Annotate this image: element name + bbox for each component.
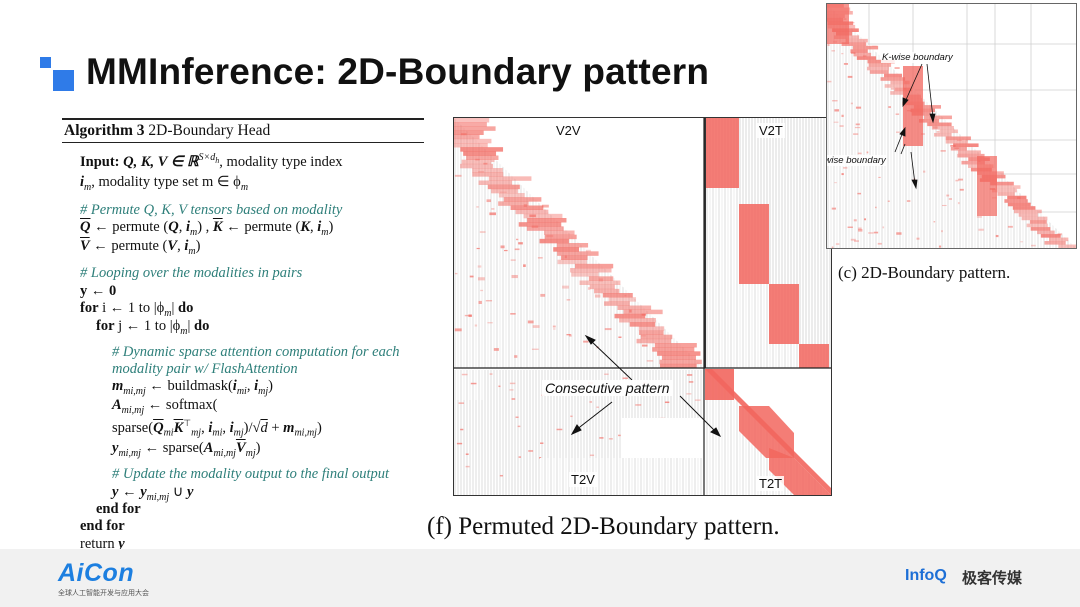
algo-input-line2: im, modality type set m ∈ ϕm [80,174,249,193]
boundary-block-1 [903,66,923,146]
boundary-block-2 [977,156,997,216]
algo-init: y ← 0 [80,283,117,299]
t2t-block-1 [739,406,794,458]
algo-end-for-outer: end for [80,518,125,534]
v2t-block-1 [739,204,769,284]
algo-comment-flash: modality pair w/ FlashAttention [112,361,298,377]
jike-logo: 极客传媒 [962,570,1023,587]
t2t-block-0 [705,369,734,400]
algo-softmax-line: Ami,mj ← softmax( [112,397,218,416]
algo-sparse-line: sparse(QmiK⊤mj, imi, imj)/√d + mmi,mj) [112,418,322,439]
aicon-subtitle: 全球人工智能开发与应用大会 [58,590,149,597]
permuted-figure-caption: (f) Permuted 2D-Boundary pattern. [427,513,780,540]
footer-bar: AiCon 全球人工智能开发与应用大会 InfoQ 极客传媒 [0,549,1080,607]
boundary-heatmap [827,4,1076,248]
title-square-icon [40,57,74,91]
boundary-block-0 [827,4,849,44]
v2t-block-3 [799,344,829,368]
algo-update-line: y ← ymi,mj ∪ y [112,484,194,503]
permuted-pattern-figure: V2V V2T T2V T2T Consecutive pattern [453,117,832,496]
slide-title: MMInference: 2D-Boundary pattern [86,51,710,92]
k-wise-boundary-label: K-wise boundary [881,52,954,63]
algo-return: return y [80,536,125,552]
quadrant-label-t2v: T2V [569,472,597,487]
quadrant-label-v2v: V2V [554,123,583,138]
quadrant-label-t2t: T2T [757,476,785,491]
algo-for-i: for i ← 1 to |ϕm| do [80,300,194,319]
t2t-block-2 [769,448,831,495]
algo-input-line: Input: Q, K, V ∈ ℝS×dh, modality type in… [80,152,343,170]
algo-comment-loop: # Looping over the modalities in pairs [80,265,303,281]
algo-mask-line: mmi,mj ← buildmask(imi, imj) [112,378,273,397]
algorithm-caption: Algorithm 3 2D-Boundary Head [64,122,271,139]
aicon-logo: AiCon [58,559,135,587]
consecutive-pattern-label: Consecutive pattern [542,380,673,396]
algo-comment-dynamic: # Dynamic sparse attention computation f… [112,344,400,360]
algo-comment-permute: # Permute Q, K, V tensors based on modal… [80,202,343,218]
quadrant-label-v2t: V2T [757,123,785,138]
boundary-pattern-figure: K-wise boundary Q-wise boundary [826,3,1077,249]
algo-end-for-inner: end for [96,501,141,517]
permuted-heatmap [454,118,831,495]
boundary-figure-caption: (c) 2D-Boundary pattern. [838,263,1011,282]
v2t-block-0 [706,118,739,188]
infoq-logo: InfoQ [905,567,947,584]
q-wise-boundary-label: Q-wise boundary [827,155,887,166]
algo-comment-update: # Update the modality output to the fina… [112,466,390,482]
algo-output-line: ymi,mj ← sparse(Ami,mjVmj) [112,440,261,459]
v2t-block-2 [769,284,799,344]
algo-permute-v: V ← permute (V, im) [80,238,201,257]
algo-for-j: for j ← 1 to |ϕm| do [96,318,210,337]
algo-permute-qk: Q ← permute (Q, im) , K ← permute (K, im… [80,219,334,238]
